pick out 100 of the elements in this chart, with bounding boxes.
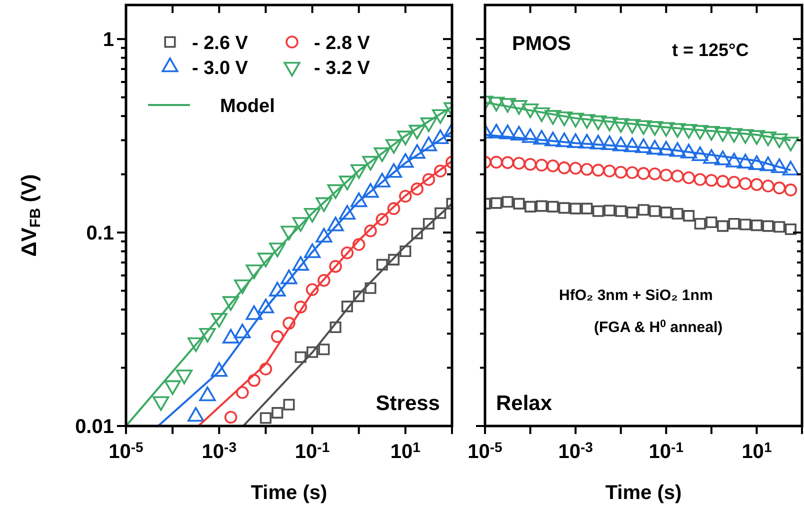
legend-label: - 3.2 V <box>314 58 370 79</box>
point <box>612 118 630 133</box>
point <box>546 160 560 172</box>
x-tick-label: 10$^{-5}$ <box>468 438 503 463</box>
point <box>638 204 650 216</box>
point <box>784 223 796 236</box>
point <box>703 126 720 141</box>
y-tick-label: 0.01 <box>75 416 114 438</box>
point <box>590 115 607 130</box>
point <box>672 208 684 220</box>
legend-label: - 3.0 V <box>192 58 248 79</box>
x-axis-title: Time (s) <box>605 482 682 504</box>
y-tick-label: 1 <box>102 29 114 52</box>
point <box>660 168 673 182</box>
annotation: (FGA & H$^{0}$ anneal) <box>594 318 723 336</box>
point <box>660 206 672 218</box>
point <box>547 200 559 212</box>
point <box>728 176 740 189</box>
point <box>671 170 684 182</box>
point <box>592 164 605 177</box>
legend-label: Model <box>220 96 275 117</box>
x-tick-label: 10$^{1}$ <box>742 438 772 463</box>
point <box>558 161 571 174</box>
point <box>533 107 550 122</box>
point <box>513 198 525 210</box>
point <box>570 202 582 214</box>
legend-label: - 2.6 V <box>192 33 248 54</box>
annotation: HfO₂ 3nm + SiO₂ 1nm <box>559 287 713 304</box>
point <box>784 184 798 196</box>
point <box>762 220 774 232</box>
point <box>750 220 762 232</box>
point <box>567 112 584 128</box>
point <box>524 158 537 171</box>
point <box>536 200 548 212</box>
point <box>762 180 774 192</box>
point <box>488 96 505 112</box>
point <box>669 123 686 138</box>
point <box>624 119 641 134</box>
point <box>603 164 616 178</box>
point <box>637 167 650 180</box>
point <box>544 110 562 125</box>
point <box>558 202 570 214</box>
point <box>706 216 718 228</box>
point <box>580 163 594 176</box>
x-tick-label: 10$^{-1}$ <box>648 438 684 463</box>
point <box>740 218 752 230</box>
point <box>728 218 740 230</box>
annotation: Stress <box>376 392 440 415</box>
annotation: PMOS <box>512 33 571 55</box>
x-tick-label: 10$^{-1}$ <box>294 438 330 463</box>
point <box>683 210 695 222</box>
point <box>782 136 799 152</box>
annotation: t = 125°C <box>672 40 749 60</box>
point <box>648 167 662 180</box>
point <box>748 130 766 145</box>
point <box>524 200 536 212</box>
point <box>694 173 706 186</box>
y-tick-label: 0.1 <box>86 222 114 245</box>
point <box>705 174 718 187</box>
point <box>626 166 639 180</box>
point <box>499 98 516 113</box>
point <box>556 112 573 126</box>
legend-label: - 2.8 V <box>314 33 370 54</box>
point <box>716 220 729 232</box>
point <box>646 121 664 136</box>
point <box>535 158 548 172</box>
point <box>510 100 528 115</box>
point <box>682 171 696 184</box>
x-tick-label: 10$^{1}$ <box>390 438 421 463</box>
point <box>578 114 596 129</box>
point <box>592 205 604 217</box>
point <box>772 182 786 194</box>
point <box>649 205 661 217</box>
point <box>601 116 618 132</box>
point <box>522 103 539 118</box>
point <box>635 120 652 135</box>
point <box>490 197 502 209</box>
point <box>694 218 706 230</box>
point <box>760 131 776 146</box>
x-tick-label: 10$^{-3}$ <box>202 438 237 463</box>
point <box>614 166 628 179</box>
point <box>615 205 627 217</box>
point <box>490 156 503 169</box>
point <box>692 125 708 140</box>
point <box>738 177 752 190</box>
point <box>774 221 786 233</box>
x-axis-title: Time (s) <box>250 482 328 504</box>
point <box>502 196 514 208</box>
point <box>771 133 788 148</box>
point <box>658 122 674 137</box>
point <box>604 204 616 216</box>
point <box>737 129 754 144</box>
annotation: Relax <box>496 392 552 415</box>
point <box>501 156 514 169</box>
point <box>726 128 742 143</box>
point <box>581 202 593 214</box>
point <box>680 124 698 139</box>
x-tick-label: 10$^{-3}$ <box>558 438 594 463</box>
point <box>626 206 638 218</box>
point <box>714 127 732 142</box>
